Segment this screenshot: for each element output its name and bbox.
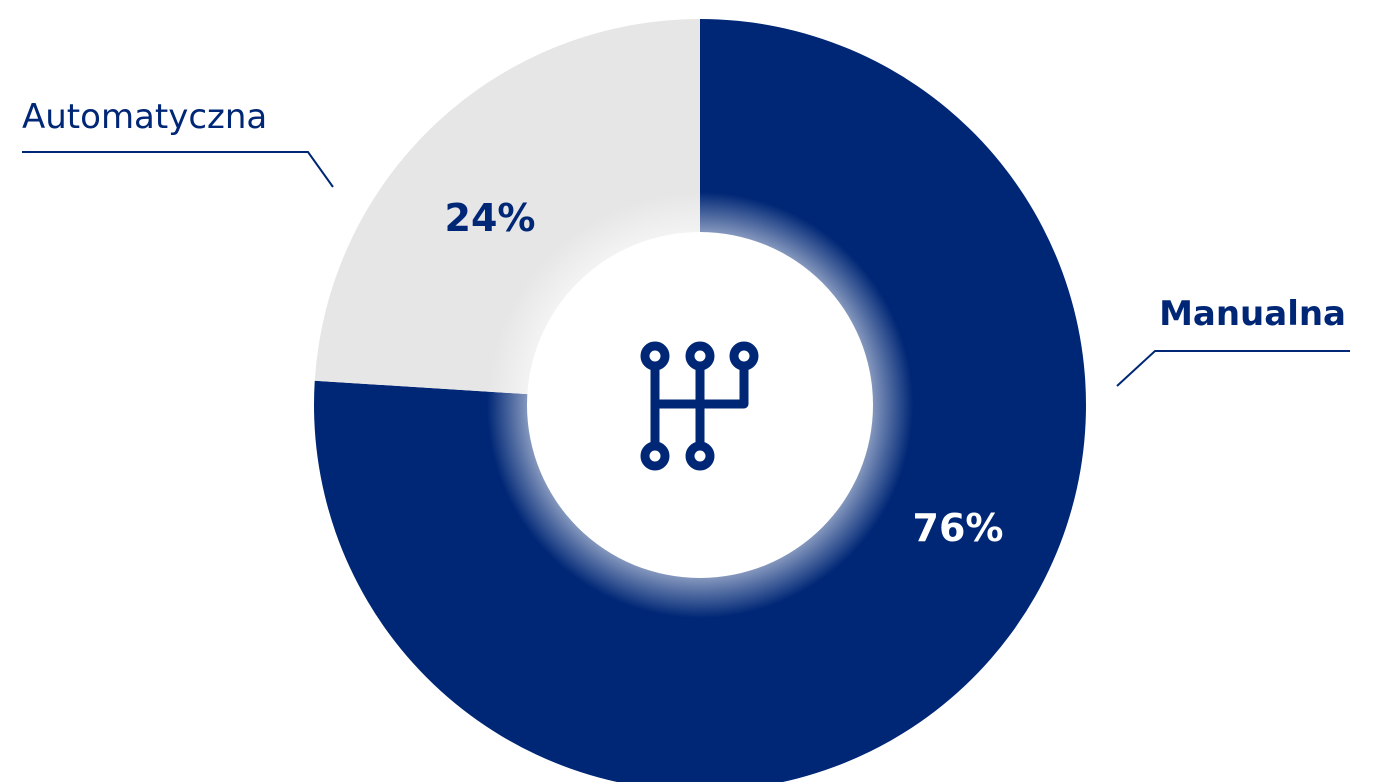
leader-line-manualna	[1116, 350, 1350, 387]
category-label-automatyczna: Automatyczna	[22, 97, 267, 137]
leader-line-automatyczna	[22, 151, 334, 188]
value-label-manualna: 76%	[913, 506, 1004, 550]
category-label-manualna: Manualna	[1159, 294, 1346, 334]
value-label-automatyczna: 24%	[445, 196, 536, 240]
gear-shift-icon	[640, 341, 759, 471]
